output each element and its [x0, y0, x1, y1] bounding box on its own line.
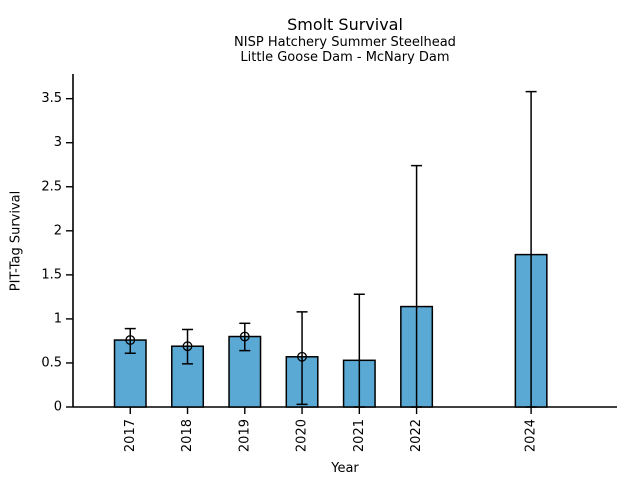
x-tick-label: 2024 — [524, 419, 539, 452]
chart-title: Smolt Survival — [287, 15, 403, 34]
x-tick-label: 2022 — [409, 419, 424, 452]
y-tick-label: 0.5 — [41, 355, 62, 370]
x-tick-label: 2019 — [237, 419, 252, 452]
y-axis-label: PIT-Tag Survival — [9, 191, 24, 291]
point-marker-2018 — [182, 341, 193, 352]
point-marker-2017 — [125, 335, 136, 345]
bar-series — [113, 253, 548, 408]
y-tick-label: 1.5 — [41, 267, 62, 282]
y-tick-label: 0 — [54, 400, 62, 415]
x-tick-label: 2018 — [180, 419, 195, 452]
x-tick-label: 2017 — [123, 419, 138, 452]
x-axis-label: Year — [330, 461, 359, 476]
y-tick-label: 3.5 — [41, 91, 62, 106]
y-tick-label: 3 — [54, 135, 62, 150]
chart-subtitle-line2: Little Goose Dam - McNary Dam — [240, 50, 449, 65]
point-marker-2019 — [239, 331, 250, 342]
point-markers — [125, 331, 308, 362]
chart-subtitle-line1: NISP Hatchery Summer Steelhead — [234, 35, 456, 50]
survival-bar-2018 — [171, 345, 205, 408]
y-tick-label: 2 — [54, 223, 62, 238]
y-axis-ticks: 0 0.5 1 1.5 2 2.5 3 3.5 — [41, 91, 73, 415]
error-bars — [124, 90, 537, 408]
y-tick-label: 2.5 — [41, 179, 62, 194]
x-tick-label: 2020 — [295, 419, 310, 452]
y-tick-label: 1 — [54, 311, 62, 326]
point-marker-2020 — [297, 351, 308, 362]
x-tick-label: 2021 — [352, 419, 367, 452]
x-axis-ticks: 2017 2018 2019 2020 2021 2022 2024 — [123, 407, 539, 452]
